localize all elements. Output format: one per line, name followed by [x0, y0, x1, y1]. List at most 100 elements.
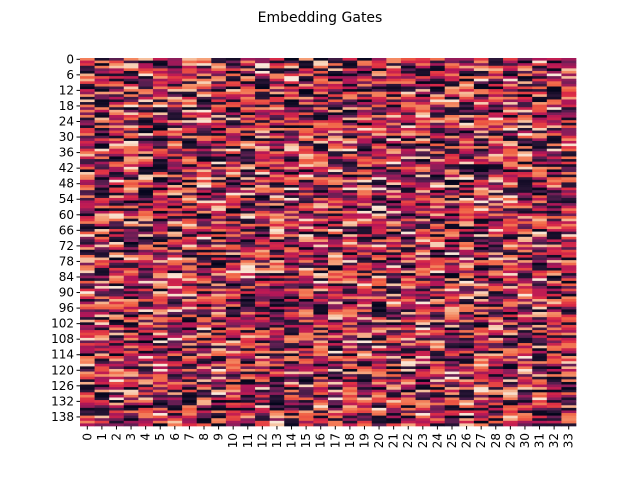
heatmap-cell	[298, 161, 314, 165]
heatmap-cell	[182, 174, 198, 178]
heatmap-cell	[415, 319, 431, 323]
heatmap-cell	[503, 210, 518, 214]
heatmap-cell	[532, 415, 548, 419]
heatmap-cell	[473, 319, 489, 323]
heatmap-cell	[211, 319, 227, 323]
heatmap-cell	[225, 345, 241, 349]
heatmap-cell	[284, 130, 300, 134]
heatmap-cell	[255, 60, 270, 64]
heatmap-cell	[109, 239, 125, 243]
heatmap-cell	[473, 89, 489, 93]
heatmap-cell	[517, 278, 533, 282]
heatmap-cell	[357, 117, 373, 121]
heatmap-cell	[196, 197, 212, 201]
heatmap-cell	[123, 130, 139, 134]
heatmap-cell	[532, 402, 548, 406]
heatmap-cell	[211, 239, 227, 243]
heatmap-cell	[561, 252, 577, 256]
heatmap-cell	[400, 65, 416, 69]
heatmap-cell	[561, 210, 577, 214]
heatmap-cell	[371, 418, 387, 422]
heatmap-cell	[328, 148, 343, 152]
heatmap-cell	[473, 223, 489, 227]
heatmap-cell	[415, 247, 431, 251]
heatmap-cell	[488, 267, 504, 271]
heatmap-cell	[328, 205, 343, 209]
heatmap-cell	[357, 231, 373, 235]
heatmap-cell	[123, 205, 139, 209]
heatmap-cell	[473, 234, 489, 238]
heatmap-cell	[561, 169, 577, 173]
heatmap-cell	[342, 322, 358, 326]
heatmap-cell	[517, 166, 533, 170]
heatmap-cell	[138, 115, 154, 118]
heatmap-cell	[488, 223, 504, 227]
heatmap-cell	[328, 65, 343, 69]
heatmap-cell	[94, 179, 110, 183]
heatmap-cell	[503, 407, 518, 411]
heatmap-cell	[240, 148, 256, 152]
heatmap-cell	[167, 270, 183, 274]
heatmap-cell	[503, 94, 518, 98]
heatmap-cell	[532, 317, 548, 321]
heatmap-cell	[561, 327, 577, 331]
heatmap-cell	[80, 288, 95, 292]
heatmap-cell	[342, 296, 358, 300]
heatmap-cell	[211, 394, 227, 398]
heatmap-cell	[357, 405, 373, 409]
heatmap-cell	[123, 239, 139, 243]
heatmap-cell	[546, 260, 562, 264]
heatmap-cell	[400, 413, 416, 416]
heatmap-cell	[415, 278, 431, 282]
heatmap-cell	[269, 138, 285, 142]
heatmap-cell	[532, 247, 548, 251]
heatmap-cell	[430, 363, 446, 367]
heatmap-cell	[284, 68, 300, 72]
heatmap-cell	[298, 197, 314, 201]
heatmap-cell	[386, 174, 402, 178]
heatmap-cell	[225, 242, 241, 245]
heatmap-cell	[138, 299, 154, 302]
heatmap-cell	[167, 229, 183, 232]
heatmap-cell	[400, 260, 416, 264]
heatmap-cell	[342, 394, 358, 398]
heatmap-cell	[444, 387, 460, 391]
heatmap-cell	[386, 122, 402, 126]
heatmap-cell	[386, 384, 402, 388]
heatmap-cell	[167, 273, 183, 277]
heatmap-cell	[386, 244, 402, 248]
heatmap-cell	[211, 179, 227, 183]
heatmap-cell	[386, 81, 402, 85]
heatmap-cell	[182, 254, 198, 258]
heatmap-cell	[313, 392, 329, 396]
heatmap-cell	[386, 73, 402, 77]
heatmap-cell	[517, 381, 533, 385]
heatmap-cell	[328, 226, 343, 230]
heatmap-cell	[386, 172, 402, 175]
heatmap-cell	[415, 335, 431, 339]
heatmap-cell	[182, 368, 198, 372]
heatmap-cell	[225, 115, 241, 118]
heatmap-cell	[80, 387, 95, 391]
heatmap-cell	[488, 418, 504, 422]
heatmap-cell	[240, 223, 256, 227]
heatmap-cell	[211, 63, 227, 67]
heatmap-cell	[473, 394, 489, 398]
heatmap-cell	[488, 270, 504, 274]
heatmap-cell	[225, 350, 241, 354]
heatmap-cell	[430, 140, 446, 144]
heatmap-cell	[80, 301, 95, 305]
heatmap-cell	[298, 332, 314, 336]
heatmap-cell	[313, 236, 329, 240]
heatmap-cell	[444, 184, 460, 188]
heatmap-cell	[240, 133, 256, 137]
heatmap-cell	[109, 322, 125, 326]
heatmap-cell	[386, 65, 402, 69]
heatmap-cell	[342, 286, 358, 289]
heatmap-cell	[415, 317, 431, 321]
heatmap-cell	[313, 371, 329, 375]
heatmap-cell	[328, 280, 343, 284]
heatmap-cell	[473, 125, 489, 129]
heatmap-cell	[415, 330, 431, 334]
heatmap-cell	[240, 135, 256, 139]
